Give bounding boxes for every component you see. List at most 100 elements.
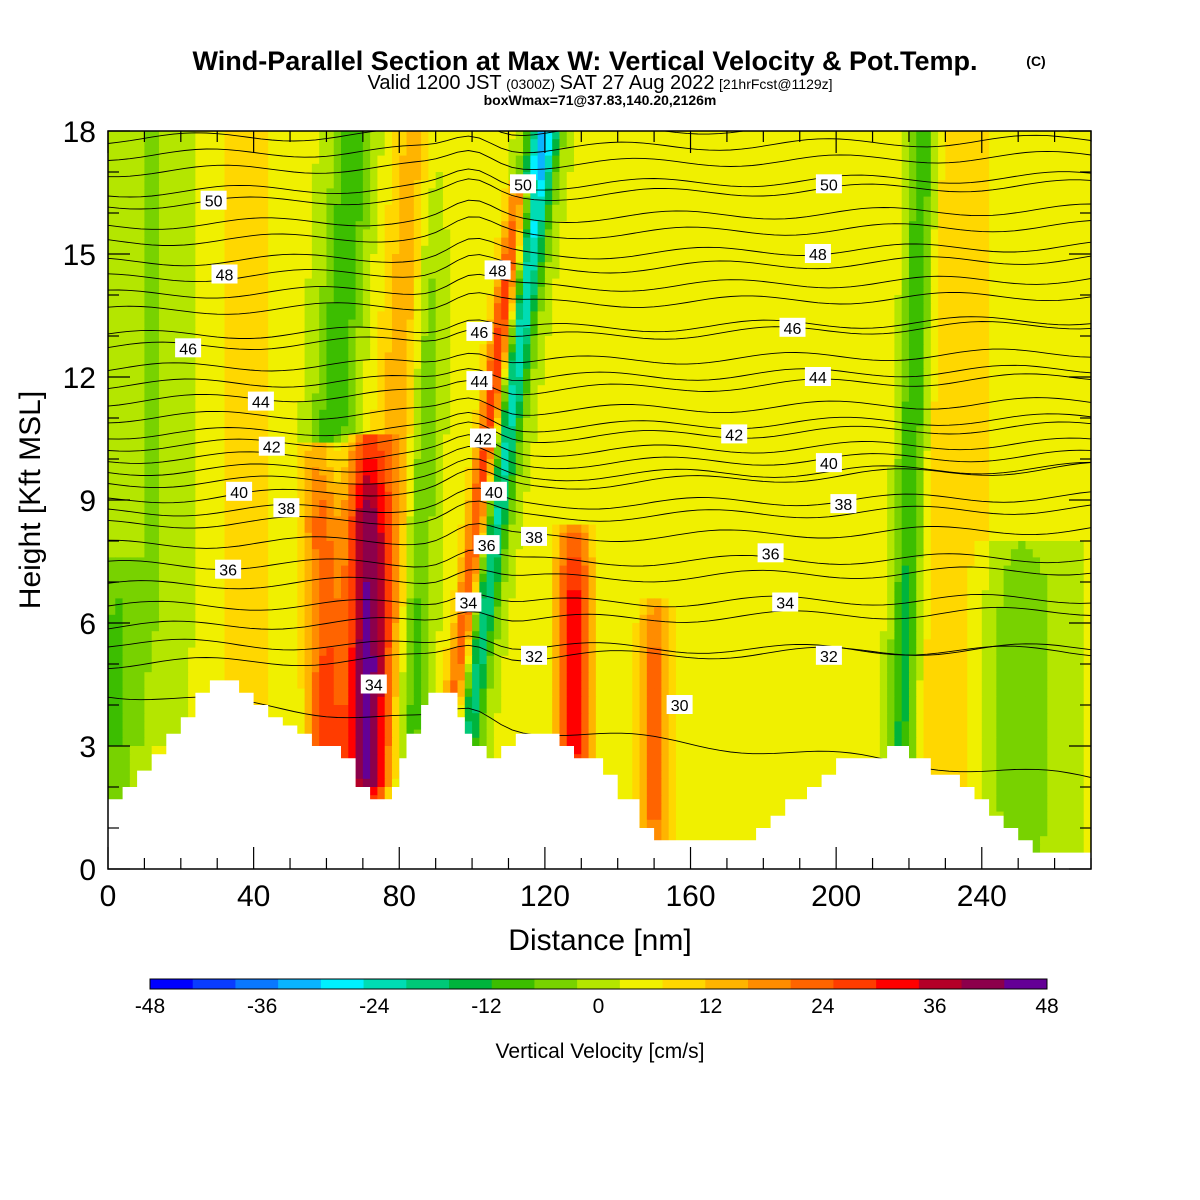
- field-cell: [938, 377, 946, 386]
- field-cell: [624, 295, 633, 304]
- field-cell: [275, 336, 284, 345]
- field-cell: [202, 311, 211, 321]
- field-cell: [1076, 213, 1085, 222]
- field-cell: [661, 180, 670, 189]
- field-cell: [617, 180, 626, 189]
- field-cell: [202, 278, 211, 288]
- field-cell: [588, 303, 597, 312]
- field-cell: [275, 327, 284, 337]
- field-cell: [1061, 155, 1070, 165]
- field-cell: [828, 311, 837, 321]
- field-cell: [617, 377, 626, 386]
- field-cell: [122, 213, 131, 222]
- field-cell: [967, 180, 976, 189]
- field-cell: [734, 196, 743, 206]
- field-cell: [574, 262, 582, 271]
- field-cell: [508, 213, 517, 222]
- field-cell: [741, 221, 750, 230]
- field-cell: [654, 295, 662, 304]
- field-cell: [603, 213, 612, 222]
- field-cell: [122, 385, 131, 394]
- field-cell: [872, 336, 881, 345]
- field-cell: [268, 188, 277, 198]
- field-cell: [370, 262, 379, 271]
- field-cell: [290, 368, 298, 378]
- field-cell: [472, 295, 480, 304]
- field-cell: [719, 344, 728, 353]
- field-cell: [319, 385, 328, 394]
- field-cell: [872, 163, 881, 173]
- field-cell: [253, 409, 262, 419]
- field-cell: [756, 237, 764, 247]
- field-cell: [632, 163, 641, 173]
- field-cell: [719, 213, 728, 222]
- field-cell: [129, 221, 138, 230]
- field-cell: [719, 352, 728, 362]
- field-cell: [151, 401, 160, 411]
- field-cell: [887, 229, 895, 239]
- field-cell: [391, 155, 400, 165]
- field-cell: [479, 196, 488, 206]
- field-cell: [930, 393, 939, 403]
- field-cell: [617, 270, 626, 280]
- field-cell: [370, 377, 379, 386]
- field-cell: [552, 393, 561, 403]
- field-cell: [610, 221, 619, 230]
- field-cell: [654, 221, 662, 230]
- field-cell: [239, 262, 247, 271]
- field-cell: [770, 352, 779, 362]
- field-cell: [1003, 336, 1012, 345]
- field-cell: [654, 262, 662, 271]
- field-cell: [887, 163, 895, 173]
- field-cell: [282, 155, 291, 165]
- field-cell: [275, 344, 284, 353]
- field-cell: [129, 377, 138, 386]
- field-cell: [1018, 180, 1027, 189]
- field-cell: [916, 270, 925, 280]
- field-cell: [129, 401, 138, 411]
- field-cell: [1047, 172, 1056, 181]
- field-cell: [712, 311, 721, 321]
- field-cell: [108, 409, 116, 419]
- field-cell: [879, 254, 888, 263]
- field-cell: [224, 327, 233, 337]
- field-cell: [319, 254, 328, 263]
- field-cell: [115, 286, 124, 296]
- field-cell: [253, 245, 262, 255]
- field-cell: [756, 204, 764, 214]
- field-cell: [566, 278, 575, 288]
- field-cell: [341, 352, 349, 362]
- field-cell: [275, 262, 284, 271]
- field-cell: [748, 139, 757, 148]
- field-cell: [501, 163, 510, 173]
- field-cell: [501, 409, 510, 419]
- field-cell: [290, 336, 298, 345]
- field-cell: [486, 163, 495, 173]
- field-cell: [217, 360, 226, 370]
- field-cell: [887, 139, 895, 148]
- field-cell: [421, 131, 429, 140]
- field-cell: [887, 213, 895, 222]
- field-cell: [566, 344, 575, 353]
- field-cell: [901, 352, 910, 362]
- field-cell: [384, 327, 393, 337]
- field-cell: [1054, 352, 1063, 362]
- field-cell: [144, 155, 153, 165]
- field-cell: [646, 180, 655, 189]
- field-cell: [151, 172, 160, 181]
- field-cell: [260, 155, 269, 165]
- field-cell: [646, 163, 655, 173]
- field-cell: [341, 213, 349, 222]
- field-cell: [413, 213, 422, 222]
- field-cell: [923, 163, 932, 173]
- field-cell: [617, 172, 626, 181]
- field-cell: [930, 352, 939, 362]
- field-cell: [748, 147, 757, 157]
- field-cell: [675, 336, 684, 345]
- field-cell: [828, 286, 837, 296]
- field-cell: [908, 303, 917, 312]
- field-cell: [785, 254, 794, 263]
- field-cell: [246, 270, 255, 280]
- field-cell: [872, 311, 881, 321]
- field-cell: [836, 311, 845, 321]
